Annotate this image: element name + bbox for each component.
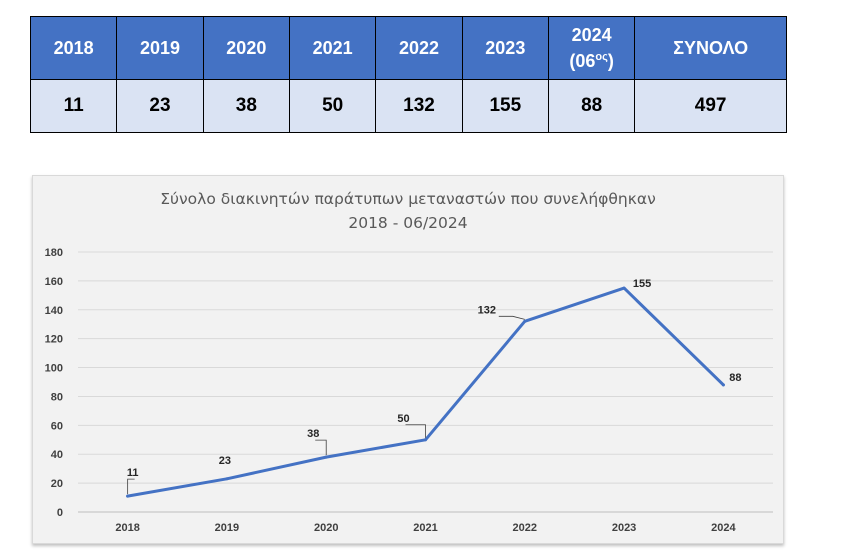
summary-table: 2018 2019 2020 2021 2022 2023 2024 (06ος… [29,16,787,133]
data-label: 88 [729,372,741,384]
value-cell: 155 [461,79,549,133]
label-leader [498,315,525,320]
data-label: 155 [633,278,651,290]
value-cell: 11 [29,79,118,133]
header-cell: 2020 [202,16,290,80]
line-chart: Σύνολο διακινητών παράτυπων μεταναστών π… [32,175,784,544]
x-tick-label: 2019 [215,522,239,534]
data-point [721,383,725,387]
header-2024-note: (06 [569,51,596,71]
header-cell: 2022 [375,16,463,80]
x-tick-label: 2024 [711,522,736,534]
data-point [126,494,130,498]
value-cell: 38 [202,79,290,133]
x-tick-label: 2020 [314,522,338,534]
y-tick-label: 80 [51,391,63,403]
y-tick-label: 120 [45,334,63,346]
data-label: 50 [397,413,409,425]
chart-title: Σύνολο διακινητών παράτυπων μεταναστών π… [160,190,656,208]
y-tick-label: 140 [45,305,63,317]
y-tick-label: 160 [45,276,63,288]
header-cell: 2023 [461,16,549,80]
y-tick-label: 100 [45,363,63,375]
header-cell: 2018 [29,16,118,80]
data-label: 38 [307,428,319,440]
chart-plot-area: 0 20 40 60 80 100 120 140 160 180 2018 2019 2020 2021… [45,247,773,534]
table-header-row: 2018 2019 2020 2021 2022 2023 2024 (06ος… [29,16,787,80]
y-tick-label: 60 [51,420,63,432]
value-cell: 88 [547,79,636,133]
header-cell: 2019 [116,16,204,80]
header-cell-total: ΣΥΝΟΛΟ [634,16,787,80]
header-cell: 2021 [288,16,377,80]
data-point [523,319,527,323]
y-tick-label: 180 [45,247,63,259]
series-line [126,286,725,498]
label-leader [405,424,426,438]
x-tick-label: 2022 [513,522,537,534]
data-point [622,286,626,290]
data-point [324,455,328,459]
label-leader [315,439,327,456]
value-cell-total: 497 [634,79,787,133]
value-cell: 23 [116,79,204,133]
header-2024-close: ) [607,51,614,71]
y-tick-label: 40 [51,449,63,461]
label-leader [127,478,135,495]
y-tick-label: 0 [57,507,63,519]
data-point [225,477,229,481]
value-cell: 50 [288,79,377,133]
x-tick-label: 2023 [612,522,636,534]
y-tick-label: 20 [51,478,63,490]
x-tick-label: 2021 [413,522,437,534]
header-cell-2024: 2024 (06ος) [547,16,636,80]
data-label: 23 [219,455,231,467]
value-cell: 132 [375,79,463,133]
data-label: 11 [127,467,139,479]
data-point [424,438,427,442]
x-tick-label: 2018 [115,522,139,534]
chart-subtitle: 2018 - 06/2024 [348,214,468,232]
header-2024-sup: ος [595,51,608,63]
header-2024-year: 2024 [571,25,612,45]
table-value-row: 11 23 38 50 132 155 88 497 [29,79,787,133]
data-label: 132 [478,304,496,316]
